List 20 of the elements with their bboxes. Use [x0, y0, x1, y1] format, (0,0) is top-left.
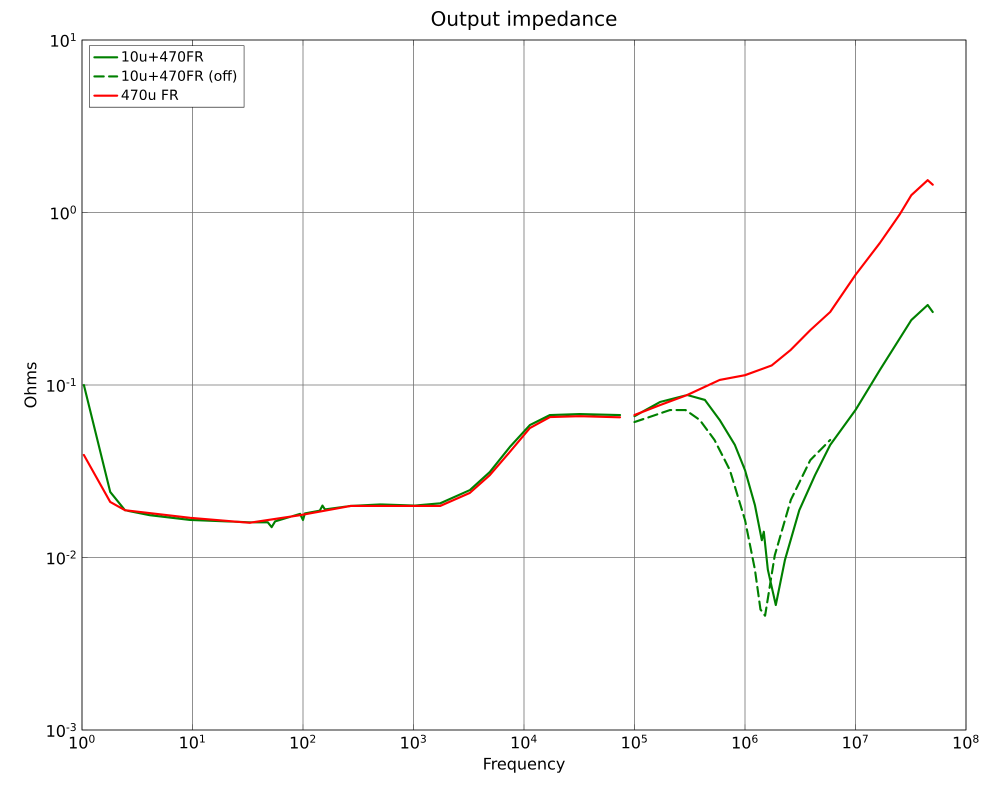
y-tick-label: 10$^{-2}$ [47, 550, 76, 564]
x-tick-label: 10$^{1}$ [180, 734, 205, 749]
legend-label: 10u+470FR (off) [122, 70, 236, 83]
y-tick-label: 10$^{-1}$ [47, 378, 76, 392]
x-tick-label: 10$^{6}$ [732, 734, 758, 749]
y-tick-label: 10$^{-3}$ [47, 723, 76, 737]
chart-title: Output impedance [432, 10, 616, 30]
legend-label: 470u FR [122, 89, 178, 100]
x-tick-label: 10$^{0}$ [70, 734, 95, 749]
legend-label: 10u+470FR [122, 51, 204, 62]
y-tick-label: 10$^{1}$ [51, 33, 76, 47]
x-tick-label: 10$^{7}$ [843, 734, 868, 749]
x-tick-label: 10$^{5}$ [622, 734, 647, 749]
y-tick-label: 10$^{0}$ [51, 206, 76, 220]
x-tick-label: 10$^{8}$ [954, 734, 979, 749]
y-axis-title: Ohms [24, 362, 36, 408]
x-tick-label: 10$^{2}$ [290, 734, 316, 749]
x-tick-label: 10$^{3}$ [401, 734, 426, 749]
x-axis-title: Frequency [484, 758, 565, 773]
x-tick-label: 10$^{4}$ [512, 734, 537, 749]
